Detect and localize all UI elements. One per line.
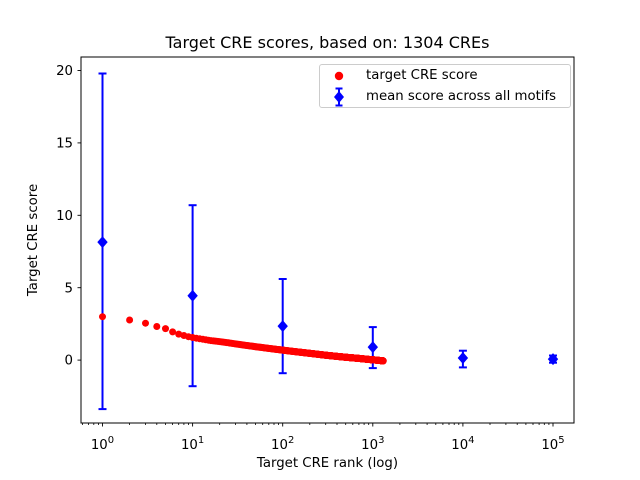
svg-text:105: 105	[541, 435, 564, 453]
svg-text:100: 100	[91, 435, 114, 453]
svg-text:20: 20	[56, 64, 73, 79]
svg-text:10: 10	[56, 209, 73, 224]
svg-text:102: 102	[271, 435, 294, 453]
svg-text:0: 0	[65, 354, 73, 369]
blue-diamond-errorbar-icon	[320, 86, 358, 108]
x-axis-label: Target CRE rank (log)	[256, 456, 399, 471]
legend-item-target-score: target CRE score	[320, 65, 570, 86]
legend-item-label: target CRE score	[366, 68, 478, 83]
svg-text:101: 101	[181, 435, 204, 453]
svg-text:104: 104	[451, 435, 474, 453]
legend-item-label: mean score across all motifs	[366, 89, 557, 104]
red-dot-icon	[320, 70, 358, 82]
chart-title: Target CRE scores, based on: 1304 CREs	[165, 33, 490, 52]
y-axis-label: Target CRE score	[26, 183, 41, 297]
svg-text:5: 5	[65, 281, 73, 296]
legend-item-mean-score: mean score across all motifs	[320, 86, 570, 107]
legend: target CRE score mean score across all m…	[319, 64, 571, 108]
svg-text:15: 15	[56, 137, 73, 152]
svg-text:103: 103	[361, 435, 384, 453]
